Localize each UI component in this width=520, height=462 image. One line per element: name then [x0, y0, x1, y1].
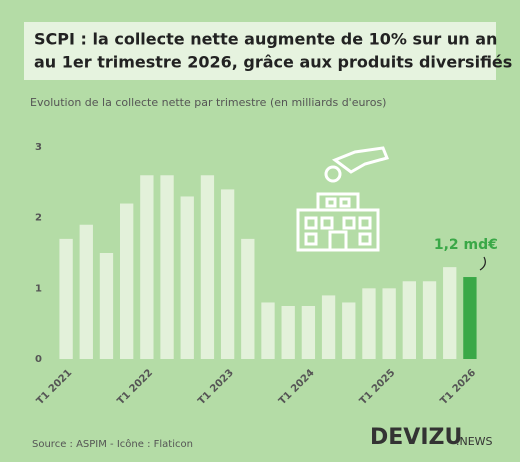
bar [79, 224, 93, 359]
x-tick-label: T1 2025 [358, 367, 398, 407]
value-label: 1,2 md€ [434, 237, 498, 253]
bar [261, 302, 275, 359]
brand: DEVIZU [370, 425, 462, 450]
brand-suffix: .NEWS [456, 435, 493, 448]
x-tick-label: T1 2024 [277, 367, 317, 407]
bar [301, 306, 316, 359]
y-tick-label: 2 [35, 213, 42, 224]
chart-title: SCPI : la collecte nette augmente de 10%… [34, 30, 497, 49]
bar [140, 175, 154, 359]
label-arrow [479, 256, 486, 271]
bar [382, 288, 396, 359]
y-tick-label: 0 [35, 354, 42, 365]
bar [241, 238, 255, 359]
x-tick-label: T1 2022 [115, 367, 155, 407]
bar [180, 196, 194, 359]
bar [321, 295, 336, 359]
bar [120, 203, 134, 359]
icon [296, 146, 390, 252]
bar [99, 253, 114, 359]
bar [220, 189, 235, 359]
bar [59, 238, 73, 359]
bar [463, 277, 477, 359]
chart-subtitle: Evolution de la collecte nette par trime… [30, 96, 386, 109]
bar [402, 281, 416, 359]
bar [200, 175, 215, 359]
bar [362, 288, 376, 359]
bar [281, 306, 295, 359]
bar [160, 175, 174, 359]
source: Source : ASPIM - Icône : Flaticon [32, 438, 193, 450]
x-tick-label: T1 2023 [196, 367, 236, 407]
title-box [24, 22, 496, 80]
chart-title: au 1er trimestre 2026, grâce aux produit… [34, 53, 512, 72]
bar [342, 302, 356, 359]
x-tick-label: T1 2021 [35, 367, 75, 407]
bar [443, 267, 457, 359]
y-tick-label: 1 [35, 283, 42, 294]
bar [422, 281, 437, 359]
x-tick-label: T1 2026 [438, 367, 478, 407]
y-tick-label: 3 [35, 142, 42, 153]
